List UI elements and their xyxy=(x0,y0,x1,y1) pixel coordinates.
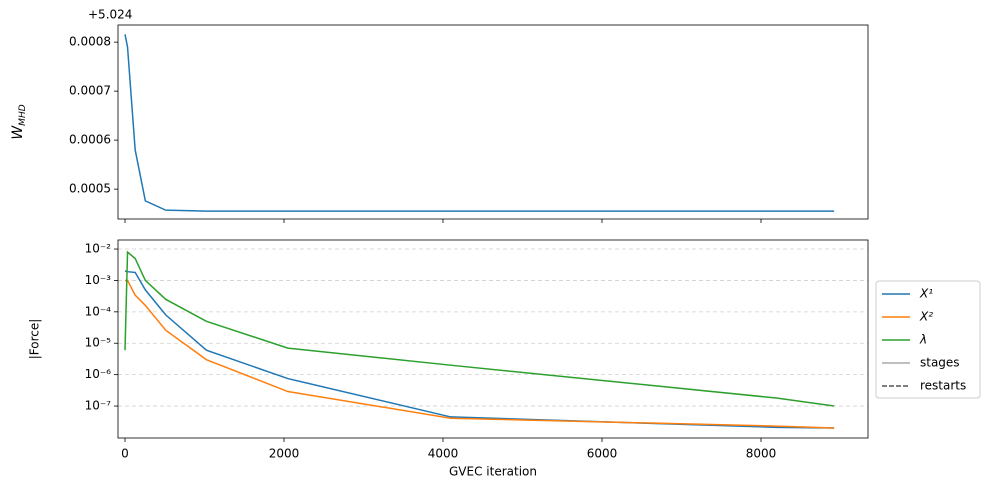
legend-label: X¹ xyxy=(919,287,933,301)
x-tick-label: 4000 xyxy=(428,447,459,461)
y-axis-label-main: W xyxy=(10,125,26,140)
y-tick-label: 0.0007 xyxy=(69,84,111,98)
x-axis-label: GVEC iteration xyxy=(449,465,537,479)
legend-label: stages xyxy=(920,356,960,370)
y-axis-label: |Force| xyxy=(28,319,42,360)
y-tick-label: 0.0005 xyxy=(69,182,111,196)
y-tick-label: 10⁻⁶ xyxy=(85,367,112,381)
offset-text: +5.024 xyxy=(88,8,132,22)
legend-label: X² xyxy=(919,310,933,324)
series-line xyxy=(124,270,835,429)
y-tick-label: 10⁻³ xyxy=(85,273,112,287)
x-tick-label: 8000 xyxy=(746,447,777,461)
axes-frame xyxy=(117,24,869,220)
y-tick-label: 10⁻⁴ xyxy=(85,304,112,318)
series-line xyxy=(124,250,835,407)
y-tick-label: 0.0006 xyxy=(69,133,111,147)
x-tick-label: 6000 xyxy=(587,447,618,461)
y-tick-label: 0.0008 xyxy=(69,35,111,49)
x-tick-label: 2000 xyxy=(269,447,300,461)
y-axis-label: WMHD xyxy=(10,104,28,139)
y-axis-label-sub: MHD xyxy=(18,104,28,126)
y-tick-label: 10⁻⁷ xyxy=(85,399,112,413)
legend-label: restarts xyxy=(920,379,966,393)
series-line xyxy=(124,279,835,429)
y-tick-label: 10⁻² xyxy=(85,242,112,256)
legend-box xyxy=(875,280,981,399)
y-tick-label: 10⁻⁵ xyxy=(85,336,112,350)
axes-frame xyxy=(117,239,869,439)
x-tick-label: 0 xyxy=(121,447,129,461)
series-line xyxy=(124,34,835,212)
legend-label: λ xyxy=(919,333,927,347)
